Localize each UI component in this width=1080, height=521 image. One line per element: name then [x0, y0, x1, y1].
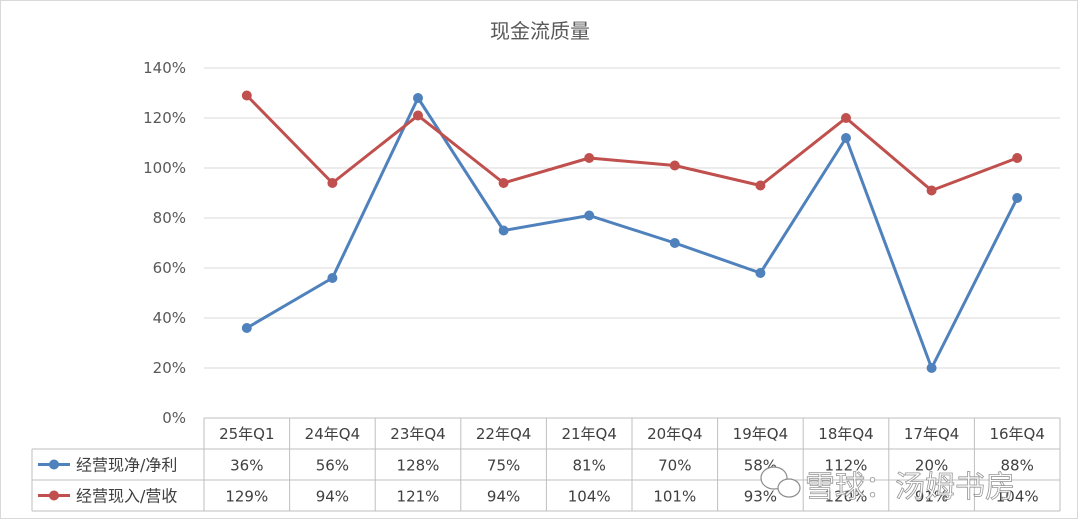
data-point	[669, 238, 680, 248]
watermark-text: 雪球：汤姆书房	[805, 470, 1015, 505]
data-point	[1012, 193, 1023, 203]
data-table-cell: 129%	[225, 488, 268, 506]
legend-label: 经营现入/营收	[76, 487, 177, 506]
data-table-cell: 101%	[653, 488, 696, 506]
data-point	[241, 323, 252, 333]
data-point	[1012, 153, 1023, 163]
data-table-cell: 91%	[915, 488, 948, 506]
data-point	[241, 90, 252, 101]
series	[241, 93, 1023, 373]
data-table-cell: 93%	[744, 488, 777, 506]
legend-marker	[49, 490, 59, 501]
category-label: 18年Q4	[818, 425, 873, 443]
data-point	[327, 178, 338, 188]
y-tick-label: 40%	[153, 309, 186, 327]
y-tick-label: 120%	[143, 109, 186, 127]
data-point	[498, 178, 509, 188]
category-label: 22年Q4	[476, 425, 531, 443]
watermark: 雪球：汤姆书房	[760, 466, 1015, 505]
data-point	[327, 273, 338, 283]
data-table-cell: 94%	[316, 488, 349, 506]
category-label: 20年Q4	[647, 425, 702, 443]
y-tick-label: 20%	[153, 359, 186, 377]
data-table-cell: 120%	[825, 488, 868, 506]
legend-entry: 经营现净/净利	[38, 456, 177, 475]
y-tick-label: 80%	[153, 209, 186, 227]
chart-title: 现金流质量	[490, 19, 590, 43]
data-point	[584, 153, 595, 163]
data-point	[926, 363, 937, 373]
category-label: 24年Q4	[305, 425, 360, 443]
data-table: 25年Q1 24年Q4 23年Q4 22年Q4 21年Q4 20年Q4 19年Q4 18年Q4…	[31, 417, 1061, 512]
data-point	[413, 93, 423, 103]
data-table-cell: 81%	[573, 457, 606, 475]
category-label: 25年Q1	[219, 425, 274, 443]
y-tick-label: 0%	[162, 409, 186, 427]
data-table-cell: 94%	[487, 488, 520, 506]
data-point	[755, 268, 766, 278]
data-point	[926, 185, 937, 196]
data-point	[841, 113, 851, 123]
data-table-cell: 121%	[397, 488, 440, 506]
data-point	[413, 110, 423, 121]
legend-entry: 经营现入/营收	[38, 487, 177, 506]
y-tick-label: 140%	[143, 59, 186, 77]
data-table-cell: 104%	[568, 488, 611, 506]
data-point	[498, 225, 509, 236]
data-point	[669, 160, 680, 171]
data-table-cell: 56%	[316, 457, 349, 475]
data-table-cell: 20%	[915, 457, 948, 475]
series-line	[245, 94, 1018, 192]
data-table-cell: 36%	[230, 457, 263, 475]
series-line	[246, 96, 1019, 370]
data-table-cell: 88%	[1001, 457, 1034, 475]
series-lines	[241, 90, 1023, 373]
legend-label: 经营现净/净利	[76, 456, 177, 475]
data-table-cell: 128%	[397, 457, 440, 475]
data-table-cell: 75%	[487, 457, 520, 475]
category-label: 17年Q4	[904, 425, 959, 443]
y-tick-label: 60%	[153, 259, 186, 277]
data-table-cell: 112%	[825, 457, 868, 475]
data-table-cell: 70%	[658, 457, 691, 475]
category-label: 19年Q4	[733, 425, 788, 443]
y-axis-ticks: 0% 20% 40% 60% 80% 100% 120% 140%	[143, 59, 186, 427]
category-label: 23年Q4	[390, 425, 445, 443]
category-label: 16年Q4	[989, 425, 1044, 443]
data-point	[841, 133, 851, 143]
data-point	[755, 180, 766, 191]
legend-marker	[49, 459, 59, 470]
category-label: 21年Q4	[561, 425, 616, 443]
gridlines	[204, 67, 1060, 369]
data-table-cell: 104%	[996, 488, 1039, 506]
wechat-icon	[760, 466, 801, 498]
data-point	[584, 210, 595, 221]
y-tick-label: 100%	[143, 159, 186, 177]
series	[241, 90, 1023, 196]
